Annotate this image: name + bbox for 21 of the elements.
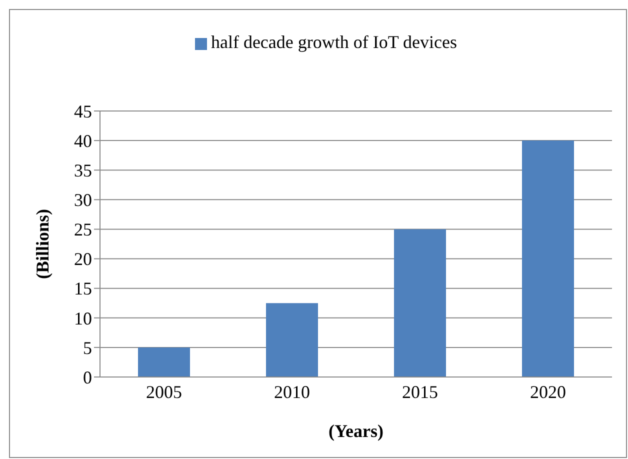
y-axis-title: (Billions)	[32, 208, 52, 280]
y-tick-label: 10	[74, 308, 92, 328]
bar	[138, 347, 190, 377]
y-tick-label: 25	[74, 220, 92, 240]
legend-label: half decade growth of IoT devices	[210, 32, 458, 52]
x-tick-label: 2020	[530, 382, 566, 402]
y-tick-label: 35	[74, 160, 92, 180]
y-tick-label: 15	[74, 278, 92, 299]
bar	[522, 140, 574, 377]
bar	[394, 229, 446, 377]
x-axis-title: (Years)	[328, 421, 384, 441]
y-tick-label: 45	[74, 101, 92, 122]
y-tick-label: 40	[74, 130, 92, 151]
x-tick-label: 2005	[146, 382, 182, 402]
x-tick-label: 2010	[274, 382, 310, 402]
x-tick-label: 2015	[402, 382, 438, 402]
y-tick-label: 30	[74, 190, 92, 210]
y-tick-label: 5	[83, 338, 92, 358]
y-tick-label: 0	[83, 367, 92, 388]
y-tick-label: 20	[74, 249, 92, 270]
bar	[266, 303, 318, 377]
